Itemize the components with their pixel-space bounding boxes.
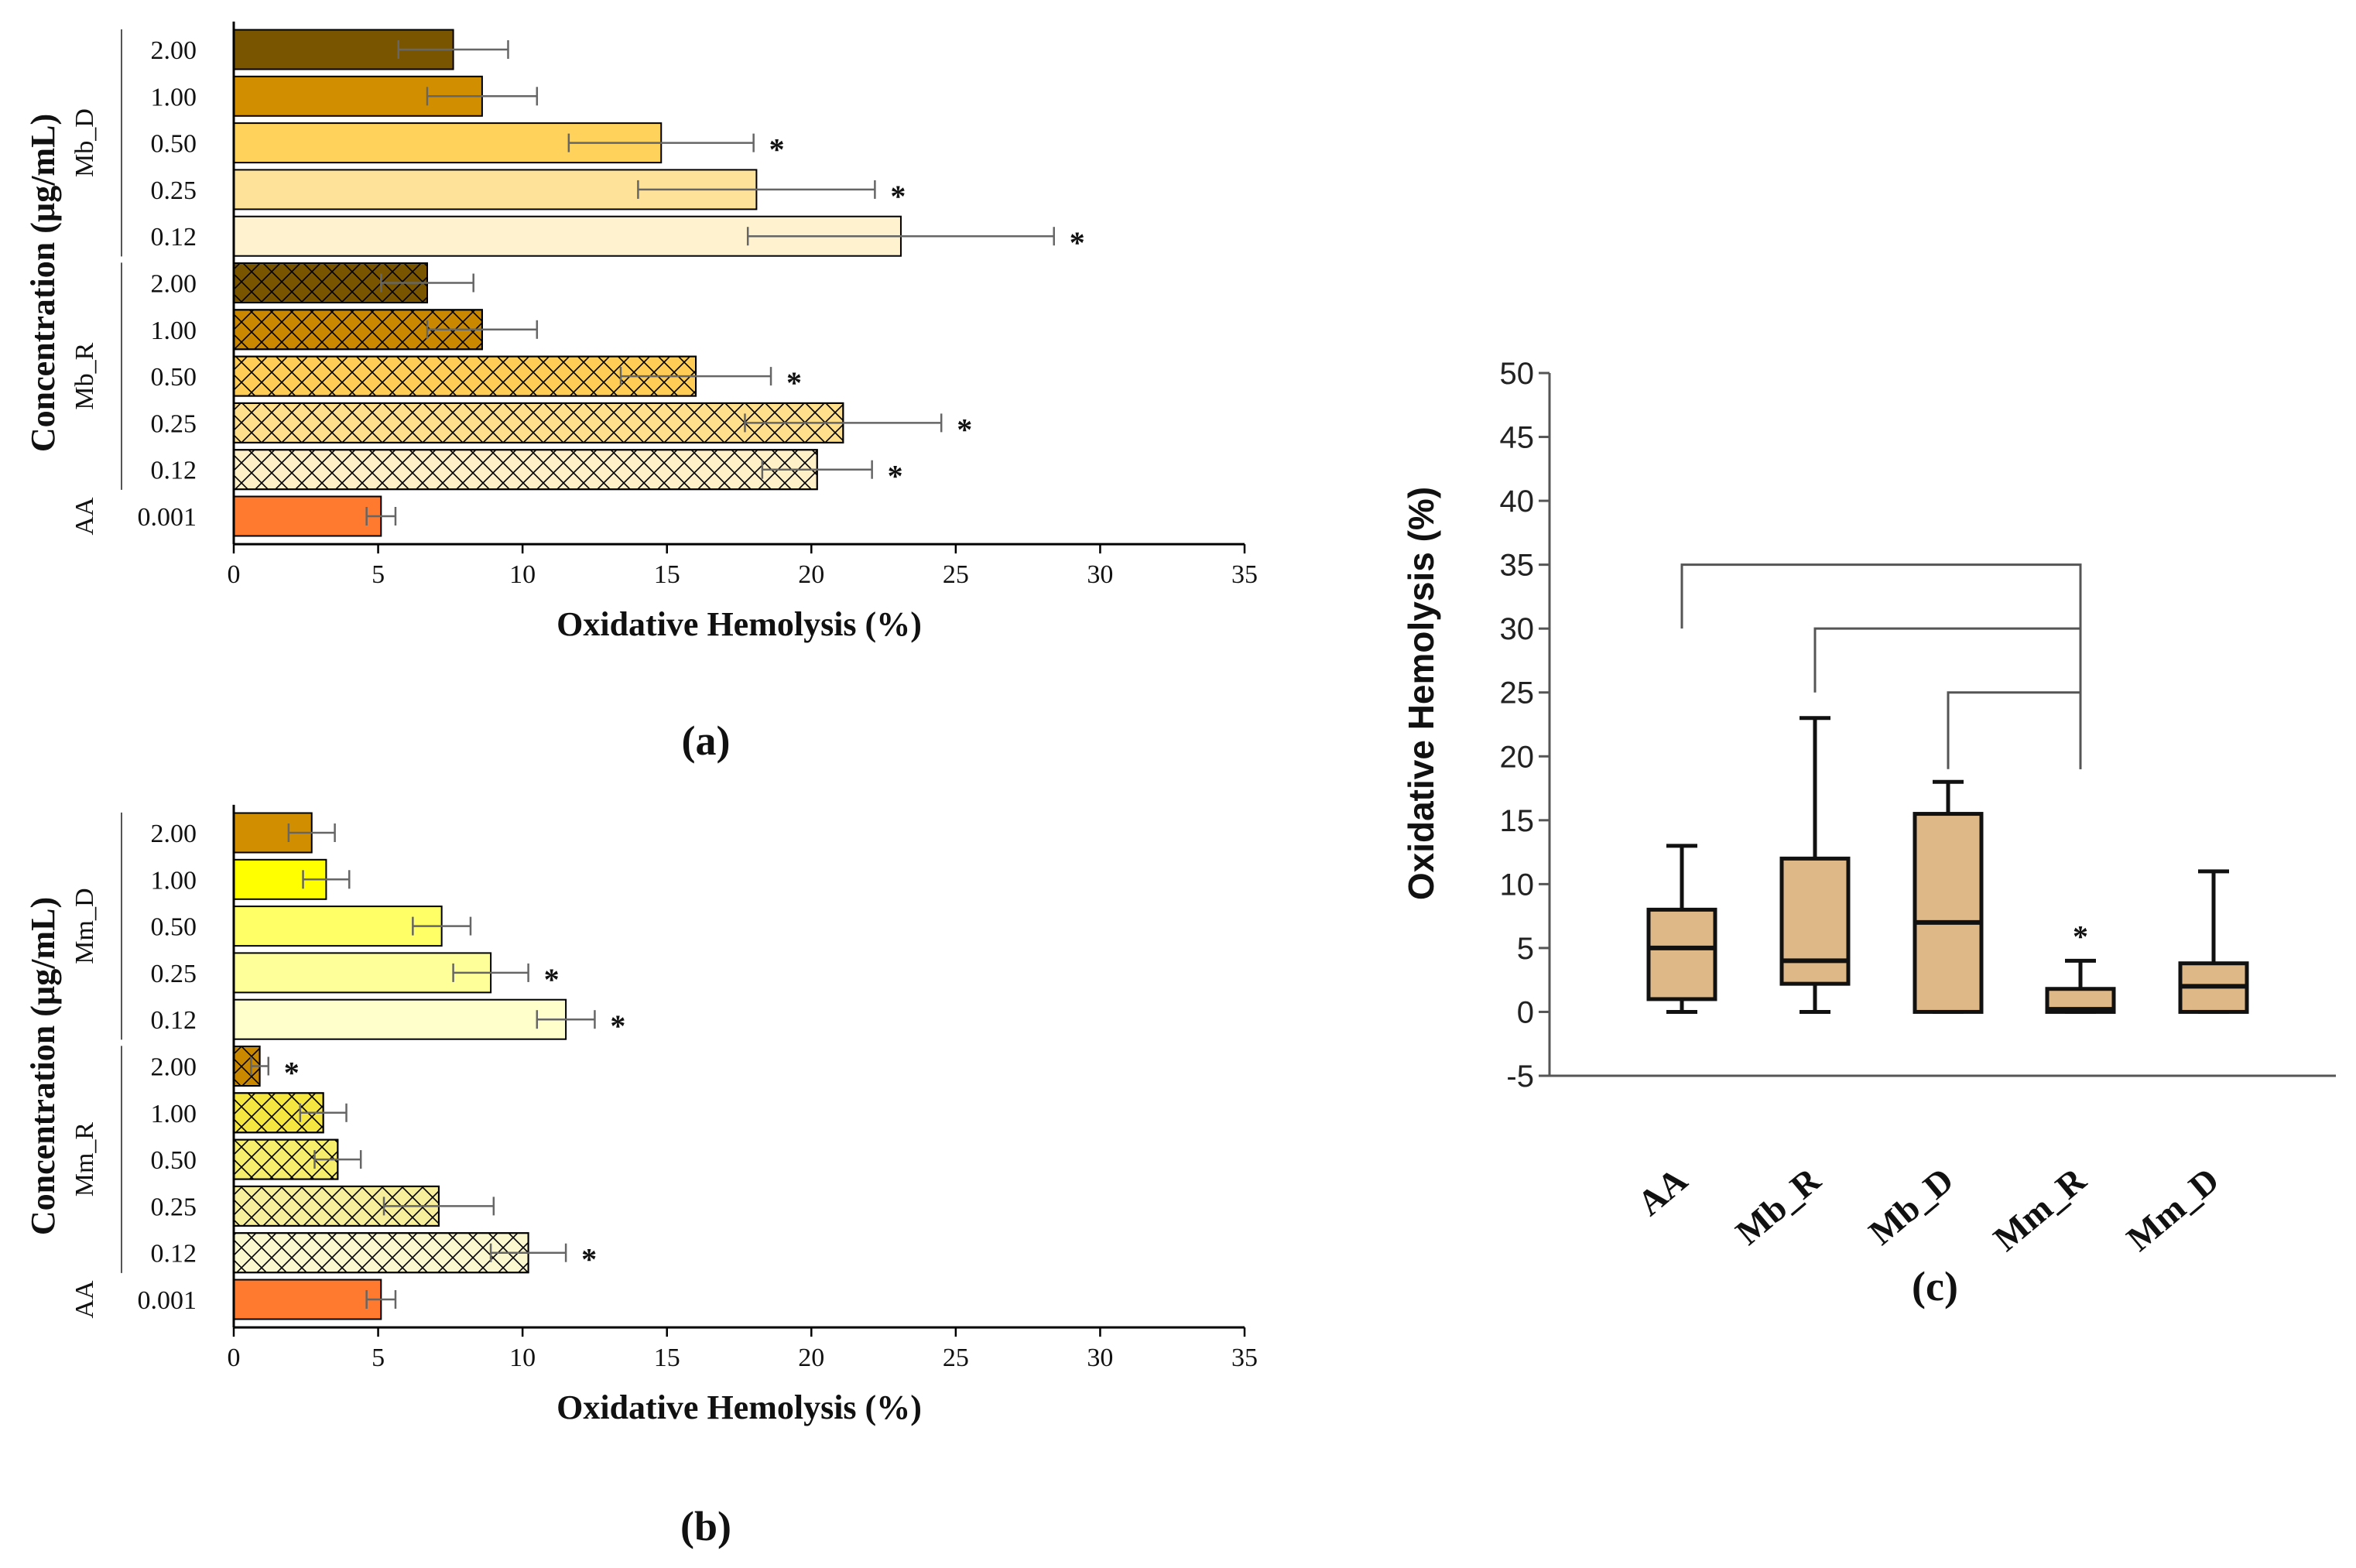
category-label: AA xyxy=(1630,1160,1695,1224)
y-tick-label: 0 xyxy=(1517,995,1534,1029)
y-tick-label: 40 xyxy=(1500,484,1535,519)
y-tick-label: 30 xyxy=(1500,612,1535,646)
significance-star: * xyxy=(890,179,906,214)
significance-star: * xyxy=(888,459,903,494)
y-tick-label: -5 xyxy=(1506,1060,1534,1094)
significance-star: * xyxy=(2073,919,2088,953)
concentration-tick-label: 2.00 xyxy=(151,270,197,299)
significance-star: * xyxy=(544,962,560,997)
concentration-tick-label: 0.001 xyxy=(138,1286,197,1315)
y-tick-label: 15 xyxy=(1500,804,1535,838)
panel-b-label: (b) xyxy=(680,1503,731,1549)
concentration-tick-label: 0.12 xyxy=(151,1006,197,1035)
concentration-tick-label: 0.001 xyxy=(138,503,197,532)
bar xyxy=(233,215,902,257)
concentration-tick-label: 0.50 xyxy=(151,363,197,392)
category-label: Mb_R xyxy=(1728,1159,1828,1252)
x-tick-label: 10 xyxy=(509,560,536,589)
x-axis-title: Oxidative Hemolysis (%) xyxy=(556,605,922,643)
concentration-tick-label: 0.50 xyxy=(151,130,197,159)
significance-star: * xyxy=(786,365,802,400)
concentration-tick-label: 0.12 xyxy=(151,457,197,485)
x-tick-label: 30 xyxy=(1087,560,1113,589)
y-axis-title: Concentration (µg/mL) xyxy=(24,114,62,452)
concentration-tick-label: 0.25 xyxy=(151,176,197,205)
bar xyxy=(233,998,567,1040)
concentration-tick-label: 0.12 xyxy=(151,223,197,252)
x-tick-label: 25 xyxy=(943,560,969,589)
concentration-tick-label: 0.25 xyxy=(151,1193,197,1221)
y-tick-label: 10 xyxy=(1500,868,1535,902)
significance-star: * xyxy=(284,1056,300,1090)
y-axis-title: Concentration (µg/mL) xyxy=(24,897,62,1235)
panel-a-label: (a) xyxy=(682,717,731,764)
comparison-bracket xyxy=(1947,691,2082,769)
category-label: Mm_R xyxy=(1986,1159,2094,1258)
x-tick-label: 35 xyxy=(1231,1344,1258,1372)
x-tick-label: 30 xyxy=(1087,1344,1113,1372)
comparison-bracket xyxy=(1680,563,2082,769)
significance-star: * xyxy=(610,1008,625,1043)
x-axis-title: Oxidative Hemolysis (%) xyxy=(556,1388,922,1426)
concentration-tick-label: 1.00 xyxy=(151,317,197,345)
concentration-tick-label: 0.50 xyxy=(151,913,197,942)
y-axis-title: Oxidative Hemolysis (%) xyxy=(1401,487,1441,900)
category-label: Mm_D xyxy=(2119,1160,2226,1259)
y-tick-label: 25 xyxy=(1500,676,1535,710)
x-tick-label: 20 xyxy=(798,560,824,589)
group-label: Mm_R xyxy=(70,1122,99,1197)
x-tick-label: 25 xyxy=(943,1344,969,1372)
significance-star: * xyxy=(581,1242,597,1277)
concentration-tick-label: 2.00 xyxy=(151,1053,197,1082)
x-tick-label: 15 xyxy=(654,1344,680,1372)
box xyxy=(1913,812,1984,1014)
y-tick-label: 35 xyxy=(1500,549,1535,583)
concentration-tick-label: 1.00 xyxy=(151,1100,197,1128)
bar-hatch xyxy=(233,402,844,443)
x-tick-label: 20 xyxy=(798,1344,824,1372)
panel-a-hbar-chart: 2.00 1.00 * 0.50 * 0.25 * 0.12 Mb_D 2.00 1.00 * 0.50… xyxy=(24,21,1258,643)
y-tick-label: 45 xyxy=(1500,421,1535,455)
concentration-tick-label: 0.25 xyxy=(151,960,197,988)
significance-star: * xyxy=(769,132,785,167)
concentration-tick-label: 1.00 xyxy=(151,866,197,895)
y-tick-label: 50 xyxy=(1500,357,1535,391)
group-label: AA xyxy=(70,1280,99,1319)
group-label: AA xyxy=(70,497,99,536)
concentration-tick-label: 2.00 xyxy=(151,820,197,848)
x-tick-label: 35 xyxy=(1231,560,1258,589)
significance-star: * xyxy=(1070,225,1085,260)
concentration-tick-label: 2.00 xyxy=(151,36,197,65)
x-tick-label: 0 xyxy=(228,560,241,589)
box xyxy=(1646,907,1717,1001)
group-label: Mb_R xyxy=(70,342,99,409)
y-tick-label: 5 xyxy=(1517,932,1534,966)
group-label: Mm_D xyxy=(70,888,99,964)
panel-b-hbar-chart: 2.00 1.00 0.50 * 0.25 * 0.12 Mm_D * 2.00 1.00 0.50 0… xyxy=(24,804,1258,1426)
concentration-tick-label: 0.25 xyxy=(151,409,197,438)
y-tick-label: 20 xyxy=(1500,740,1535,774)
x-tick-label: 5 xyxy=(372,1344,385,1372)
bar-hatch xyxy=(233,449,818,491)
bar-hatch xyxy=(233,1232,529,1274)
bar xyxy=(233,952,492,994)
category-label: Mb_D xyxy=(1861,1160,1961,1253)
x-tick-label: 5 xyxy=(372,560,385,589)
concentration-tick-label: 0.50 xyxy=(151,1146,197,1175)
concentration-tick-label: 0.12 xyxy=(151,1240,197,1268)
x-tick-label: 15 xyxy=(654,560,680,589)
bar xyxy=(233,906,443,947)
concentration-tick-label: 1.00 xyxy=(151,83,197,111)
significance-star: * xyxy=(957,412,972,447)
group-label: Mb_D xyxy=(70,108,99,177)
x-tick-label: 0 xyxy=(228,1344,241,1372)
bar xyxy=(233,495,382,537)
box xyxy=(1779,856,1851,986)
x-tick-label: 10 xyxy=(509,1344,536,1372)
bar xyxy=(233,1279,382,1320)
panel-c-label: (c) xyxy=(1912,1263,1958,1310)
